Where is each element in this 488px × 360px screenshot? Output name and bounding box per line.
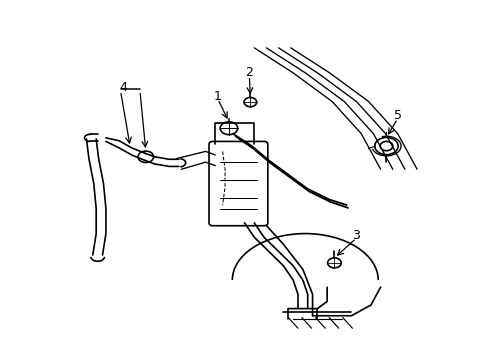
Text: 3: 3 — [352, 229, 360, 242]
Text: 4: 4 — [119, 81, 126, 94]
Text: 2: 2 — [245, 66, 253, 79]
Text: 5: 5 — [393, 109, 401, 122]
Text: 1: 1 — [213, 90, 221, 103]
FancyBboxPatch shape — [208, 141, 267, 226]
